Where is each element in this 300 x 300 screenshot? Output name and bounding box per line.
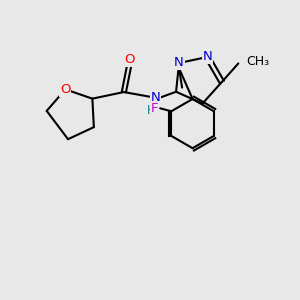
Text: CH₃: CH₃ [247, 55, 270, 68]
Text: H: H [146, 103, 155, 117]
Text: F: F [151, 102, 158, 115]
Text: O: O [60, 83, 71, 96]
Text: N: N [151, 91, 160, 104]
Text: O: O [124, 53, 134, 66]
Text: N: N [174, 56, 184, 70]
Text: N: N [202, 50, 212, 64]
